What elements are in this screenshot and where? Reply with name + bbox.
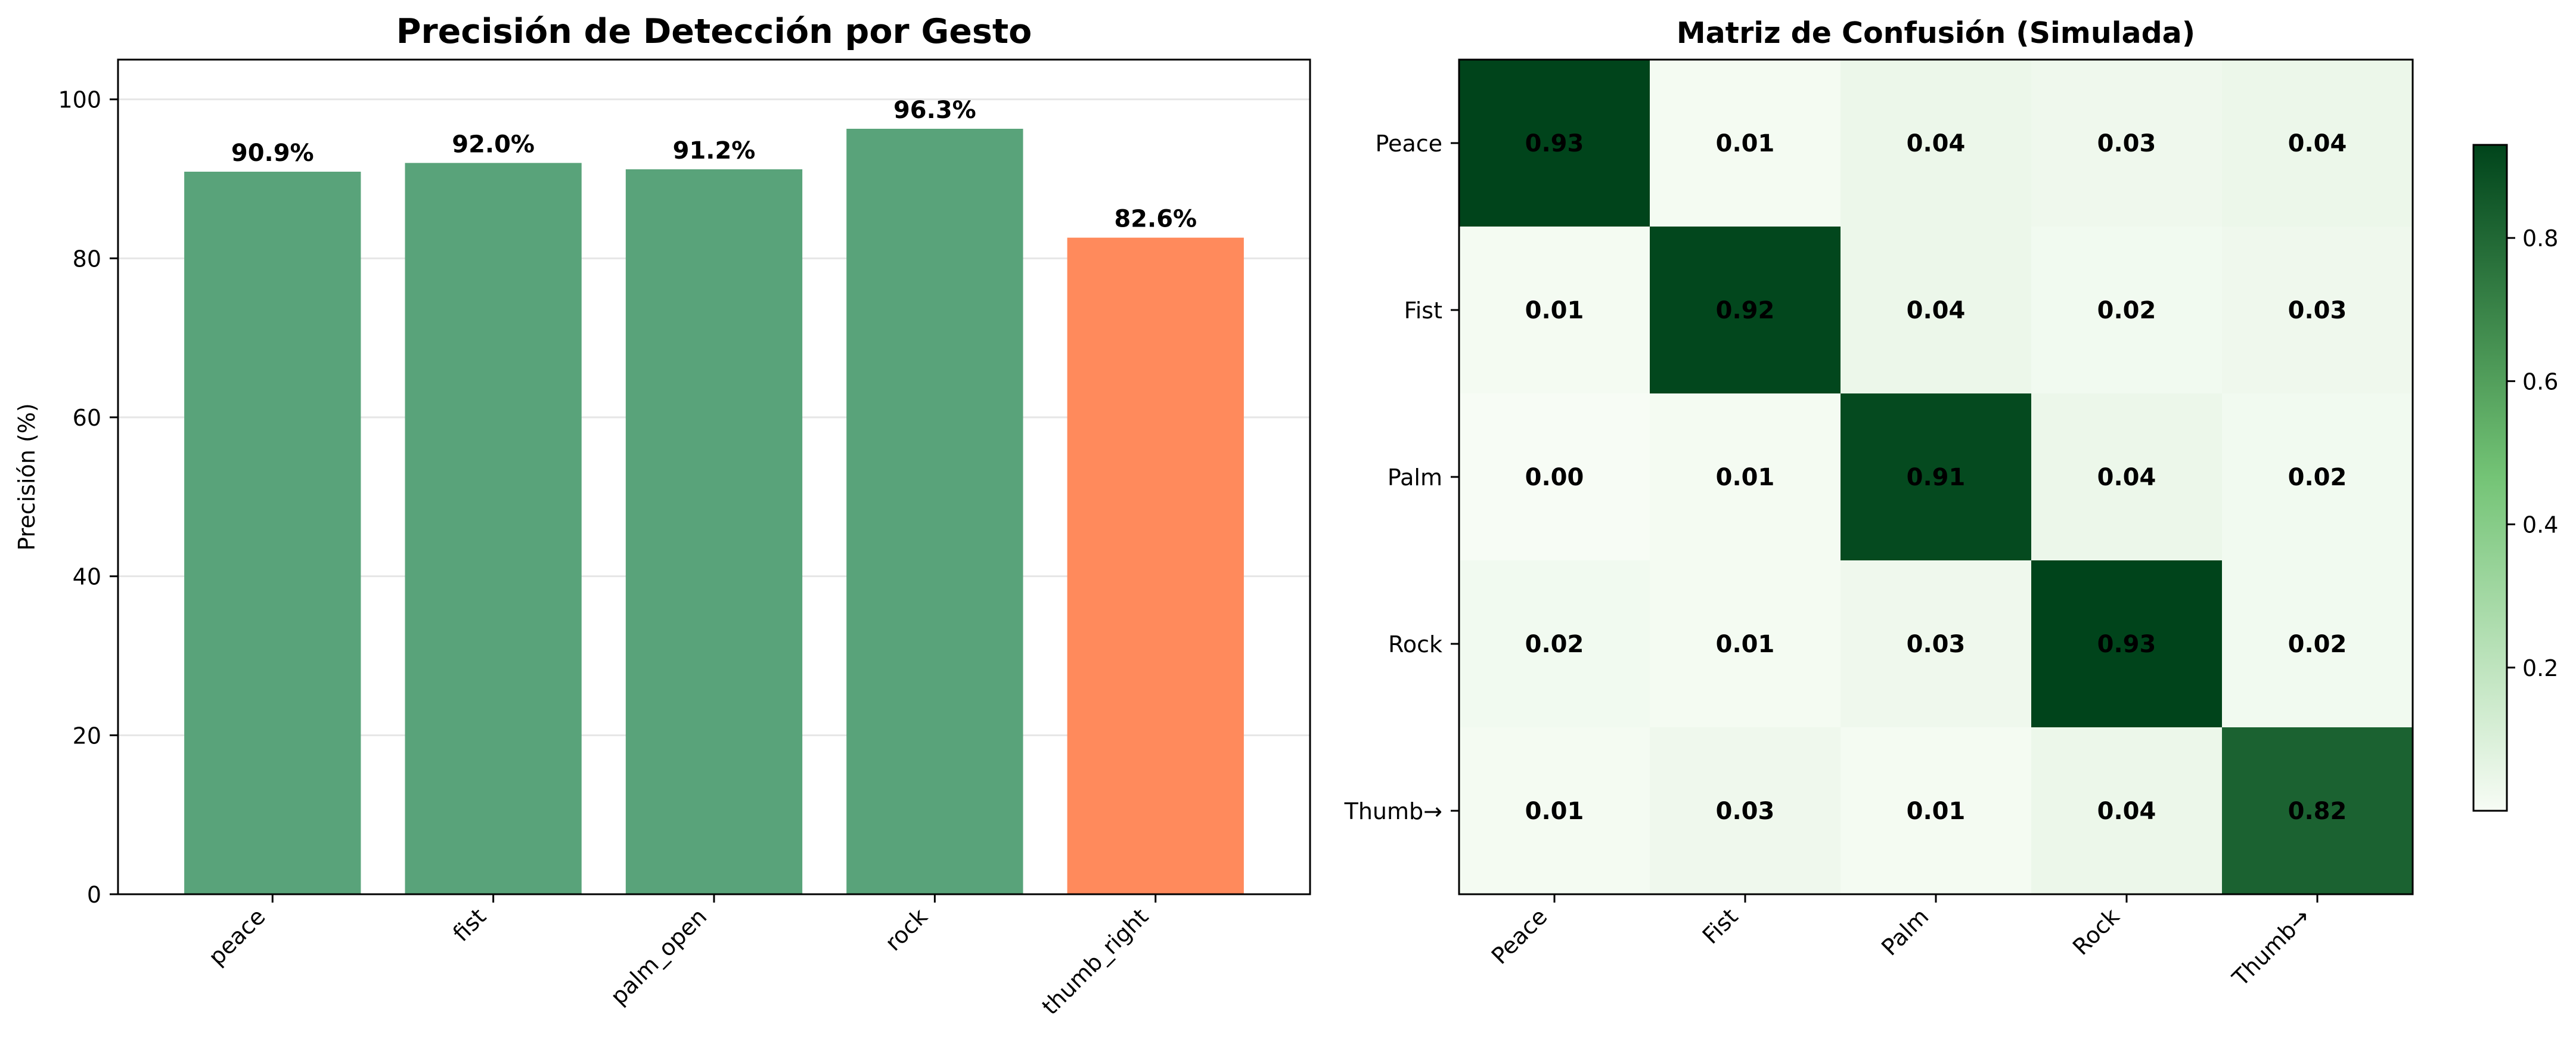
heatmap-cell: [1650, 227, 1841, 394]
heatmap-cell: [1841, 727, 2032, 895]
bar-peace: [184, 172, 361, 894]
heatmap-cell: [2222, 60, 2413, 227]
bar-y-tick-label: 80: [73, 246, 101, 272]
heatmap-cell-label: 0.91: [1907, 464, 1966, 491]
bar-series: [184, 129, 1244, 895]
heatmap-cell-label: 0.04: [2097, 798, 2156, 825]
heatmap-cell: [1650, 60, 1841, 227]
heatmap-cell-label: 0.01: [1525, 297, 1584, 324]
heatmap-cell: [2222, 560, 2413, 728]
bar-y-tick-label: 100: [58, 87, 101, 113]
heatmap-cell-label: 0.04: [2097, 464, 2156, 491]
bar-y-tick-label: 40: [73, 564, 101, 590]
bar-value-label: 82.6%: [1114, 206, 1197, 233]
colorbar-ticks: 0.2 0.4 0.6 0.8: [2507, 225, 2558, 681]
heatmap-cell: [1841, 227, 2032, 394]
heatmap-cell: [1459, 393, 1650, 561]
bar-value-label: 92.0%: [452, 131, 535, 158]
heatmap-cell-label: 0.03: [1716, 798, 1775, 825]
heatmap-cell: [1650, 393, 1841, 561]
confusion-matrix-row-labels: Peace Fist Palm Rock Thumb→: [1344, 131, 1459, 824]
heatmap-cell: [2222, 727, 2413, 895]
heatmap-cell-label: 0.01: [1716, 631, 1775, 658]
bar-palm_open: [625, 169, 803, 894]
heatmap-cell-label: 0.03: [1907, 631, 1966, 658]
confusion-matrix-title: Matriz de Confusión (Simulada): [1677, 16, 2195, 50]
heatmap-cell-label: 0.00: [1525, 464, 1584, 491]
colorbar-tick-label: 0.4: [2522, 512, 2558, 538]
heatmap-cell-label: 0.02: [1525, 631, 1584, 658]
bar-y-tick-label: 60: [73, 405, 101, 431]
heatmap-cell-label: 0.01: [1716, 464, 1775, 491]
heatmap-row-label: Rock: [1388, 631, 1442, 658]
bar-chart: Precisión de Detección por Gesto 90.9% 92…: [14, 12, 1311, 1020]
bar-rock: [846, 129, 1023, 894]
bar-value-label: 91.2%: [673, 137, 756, 165]
heatmap-cell-label: 0.01: [1525, 798, 1584, 825]
heatmap-cell: [2222, 227, 2413, 394]
bar-value-label: 96.3%: [893, 97, 976, 124]
heatmap-cell: [2031, 227, 2223, 394]
heatmap-cell-label: 0.02: [2288, 464, 2347, 491]
heatmap-cell-label: 0.82: [2288, 798, 2347, 825]
heatmap-cell: [1459, 227, 1650, 394]
bar-chart-title: Precisión de Detección por Gesto: [396, 12, 1032, 51]
heatmap-cell-label: 0.04: [1907, 130, 1966, 157]
heatmap-cell: [1650, 560, 1841, 728]
colorbar-tick-label: 0.8: [2522, 225, 2558, 252]
colorbar-tick-label: 0.6: [2522, 368, 2558, 395]
heatmap-row-label: Fist: [1404, 297, 1442, 324]
heatmap-cell-label: 0.93: [2097, 631, 2156, 658]
heatmap-cell: [1459, 60, 1650, 227]
heatmap-cell-label: 0.04: [1907, 297, 1966, 324]
heatmap-cell: [1841, 560, 2032, 728]
heatmap-cell: [2031, 60, 2223, 227]
heatmap-cell-label: 0.01: [1716, 130, 1775, 157]
heatmap-cell-label: 0.02: [2097, 297, 2156, 324]
heatmap-cell-label: 0.03: [2288, 297, 2347, 324]
heatmap-cell-label: 0.01: [1907, 798, 1966, 825]
heatmap-cell-label: 0.93: [1525, 130, 1584, 157]
heatmap-cell: [2031, 393, 2223, 561]
bar-y-axis-label: Precisión (%): [14, 403, 40, 550]
heatmap-cell-label: 0.02: [2288, 631, 2347, 658]
heatmap-cell: [2031, 560, 2223, 728]
heatmap-cell: [1459, 560, 1650, 728]
bar-value-label: 90.9%: [231, 140, 314, 167]
heatmap-cell: [1841, 60, 2032, 227]
heatmap-cell-label: 0.03: [2097, 130, 2156, 157]
bar-value-labels: 90.9% 92.0% 91.2% 96.3% 82.6%: [231, 97, 1197, 233]
heatmap-cell: [1841, 393, 2032, 561]
confusion-matrix: Matriz de Confusión (Simulada) 0.93 0.01 0…: [1344, 16, 2414, 991]
heatmap-cell: [2031, 727, 2223, 895]
heatmap-cell: [1650, 727, 1841, 895]
bar-y-axis: 0 20 40 60 80 100: [58, 87, 118, 908]
heatmap-row-label: Peace: [1376, 131, 1443, 157]
bar-thumb_right: [1067, 237, 1244, 895]
colorbar-gradient: [2472, 144, 2508, 812]
heatmap-cell: [1459, 727, 1650, 895]
confusion-matrix-cell-labels: 0.93 0.01 0.04 0.03 0.04 0.01 0.92 0.04 0.02 0.03…: [1525, 130, 2347, 825]
bar-y-tick-label: 20: [73, 723, 101, 749]
bar-y-tick-label: 0: [87, 882, 101, 908]
heatmap-cell-label: 0.92: [1716, 297, 1775, 324]
colorbar-tick-label: 0.2: [2522, 655, 2558, 681]
heatmap-cell-label: 0.04: [2288, 130, 2347, 157]
confusion-matrix-cells: [1459, 60, 2413, 895]
heatmap-cell: [2222, 393, 2413, 561]
colorbar: 0.2 0.4 0.6 0.8: [2472, 144, 2558, 812]
heatmap-row-label: Thumb→: [1344, 798, 1442, 824]
bar-fist: [405, 163, 582, 894]
heatmap-row-label: Palm: [1388, 464, 1442, 491]
